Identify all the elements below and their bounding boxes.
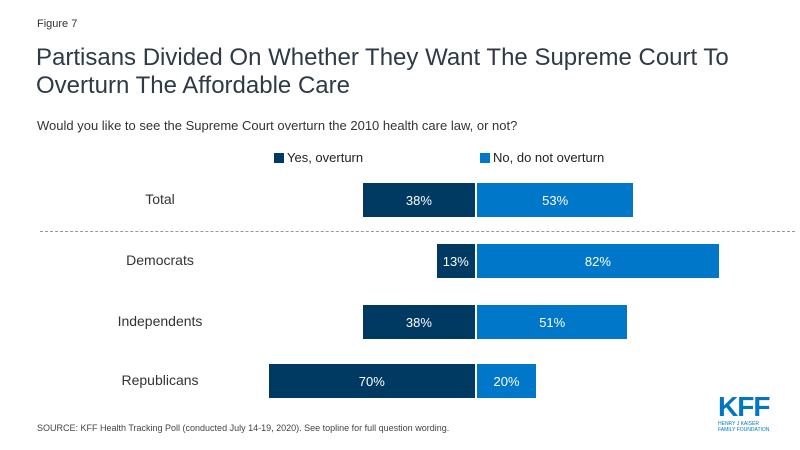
legend-swatch-yes: [274, 152, 284, 163]
legend-label-no: No, do not overturn: [493, 150, 605, 165]
data-label-no-independents: 51%: [539, 314, 566, 330]
category-label-democrats: Democrats: [126, 252, 194, 268]
data-label-no-total: 53%: [542, 192, 569, 208]
figure-label: Figure 7: [37, 18, 78, 30]
chart-title: Partisans Divided On Whether They Want T…: [36, 44, 729, 99]
bar-no-independents: 51%: [477, 305, 628, 339]
chart-subtitle: Would you like to see the Supreme Court …: [37, 118, 518, 133]
logo-wordmark: KFF: [718, 391, 770, 422]
bar-yes-republicans: 70%: [268, 364, 475, 398]
data-label-no-republicans: 20%: [493, 373, 520, 389]
legend-label-yes: Yes, overturn: [287, 150, 364, 165]
bar-yes-independents: 38%: [362, 305, 475, 339]
kff-logo: KFF HENRY J KAISER FAMILY FOUNDATION: [718, 391, 778, 434]
bar-no-total: 53%: [477, 183, 634, 217]
group-divider: [40, 231, 795, 232]
bar-no-republicans: 20%: [477, 364, 536, 398]
data-label-yes-republicans: 70%: [358, 373, 385, 389]
data-label-yes-independents: 38%: [405, 314, 432, 330]
category-label-republicans: Republicans: [121, 372, 199, 388]
logo-line2: FAMILY FOUNDATION: [718, 427, 770, 433]
legend-item-yes: Yes, overturn: [274, 150, 363, 165]
legend-item-no: No, do not overturn: [480, 150, 604, 165]
bar-no-democrats: 82%: [477, 244, 719, 278]
data-label-yes-total: 38%: [405, 192, 432, 208]
legend-swatch-no: [480, 152, 490, 163]
logo-line1: HENRY J KAISER: [718, 421, 759, 427]
source-note: SOURCE: KFF Health Tracking Poll (conduc…: [37, 423, 450, 433]
category-label-total: Total: [145, 191, 175, 207]
data-label-no-democrats: 82%: [584, 253, 611, 269]
bar-yes-total: 38%: [362, 183, 475, 217]
bar-yes-democrats: 13%: [436, 244, 475, 278]
category-label-independents: Independents: [117, 313, 203, 329]
data-label-yes-democrats: 13%: [442, 253, 469, 269]
